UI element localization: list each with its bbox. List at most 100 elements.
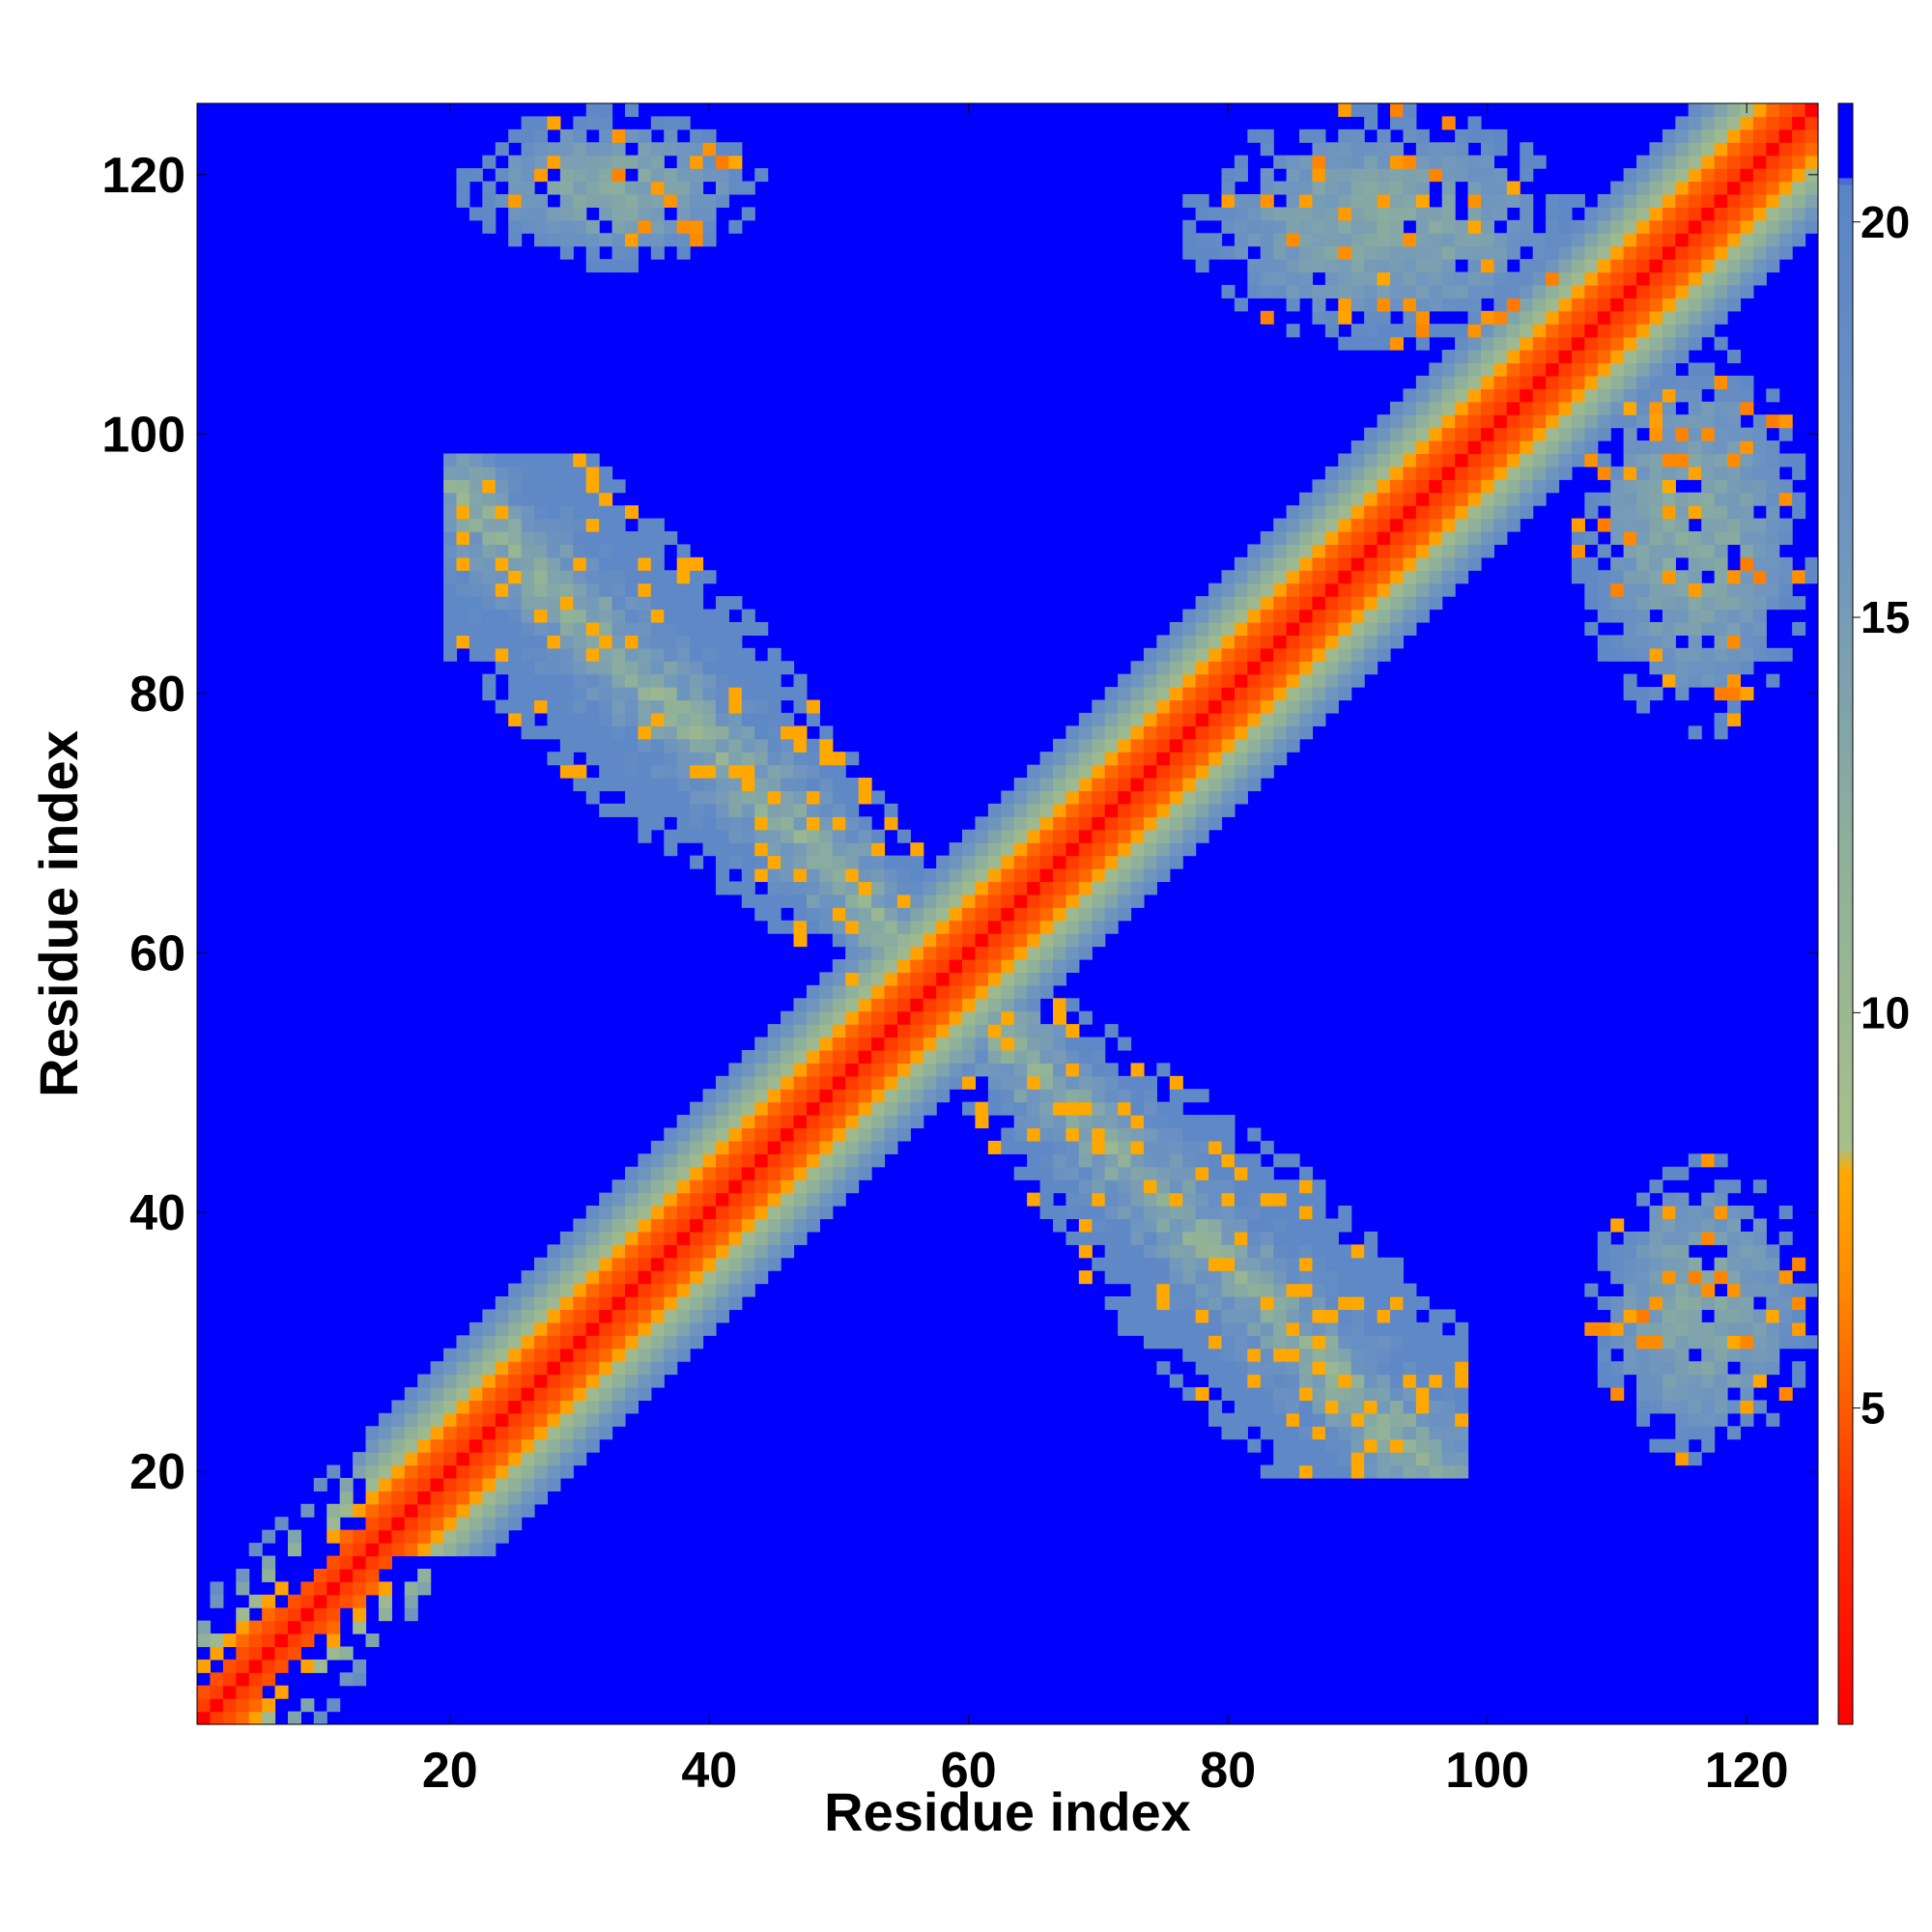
heatmap-cell bbox=[456, 621, 470, 636]
heatmap-cell bbox=[1701, 1400, 1716, 1414]
heatmap-cell bbox=[1221, 1374, 1236, 1388]
heatmap-cell bbox=[1610, 1335, 1625, 1350]
heatmap-cell bbox=[469, 518, 483, 532]
heatmap-cell bbox=[1104, 868, 1119, 883]
heatmap-cell bbox=[858, 894, 872, 908]
heatmap-cell bbox=[1182, 621, 1197, 636]
heatmap-cell bbox=[1675, 492, 1690, 506]
heatmap-cell bbox=[1078, 920, 1093, 934]
heatmap-cell bbox=[949, 1075, 963, 1090]
colorbar-segment bbox=[1838, 150, 1853, 158]
heatmap-cell bbox=[896, 894, 911, 908]
heatmap-cell bbox=[741, 1115, 755, 1129]
heatmap-cell bbox=[1610, 609, 1625, 623]
heatmap-cell bbox=[508, 1517, 523, 1531]
colorbar-segment bbox=[1838, 967, 1853, 976]
heatmap-cell bbox=[638, 790, 652, 805]
heatmap-cell bbox=[1052, 1024, 1066, 1038]
heatmap-cell bbox=[754, 790, 769, 805]
heatmap-cell bbox=[1623, 635, 1637, 649]
heatmap-cell bbox=[1752, 556, 1767, 571]
heatmap-cell bbox=[1623, 687, 1637, 701]
heatmap-cell bbox=[1636, 609, 1651, 623]
colorbar-segment bbox=[1838, 582, 1853, 590]
heatmap-cell bbox=[1260, 1179, 1274, 1194]
colorbar-segment bbox=[1838, 974, 1853, 982]
heatmap-cell bbox=[1610, 556, 1625, 571]
heatmap-cell bbox=[1350, 609, 1365, 623]
heatmap-cell bbox=[1792, 621, 1806, 636]
heatmap-cell bbox=[715, 790, 729, 805]
heatmap-cell bbox=[1350, 1283, 1365, 1297]
heatmap-cell bbox=[741, 699, 755, 714]
heatmap-cell bbox=[1312, 1412, 1326, 1427]
heatmap-cell bbox=[1364, 1335, 1378, 1350]
heatmap-cell bbox=[702, 1179, 717, 1194]
heatmap-cell bbox=[482, 453, 497, 468]
heatmap-cell bbox=[1441, 1348, 1456, 1362]
heatmap-cell bbox=[482, 544, 497, 558]
heatmap-cell bbox=[469, 207, 483, 221]
heatmap-cell bbox=[1740, 155, 1754, 169]
heatmap-cell bbox=[1520, 401, 1534, 415]
heatmap-cell bbox=[1623, 388, 1637, 403]
heatmap-cell bbox=[1221, 752, 1236, 766]
heatmap-cell bbox=[1662, 621, 1676, 636]
heatmap-cell bbox=[1778, 193, 1793, 208]
colorbar-segment bbox=[1838, 1447, 1853, 1455]
heatmap-cell bbox=[1662, 1283, 1676, 1297]
heatmap-cell bbox=[1571, 414, 1585, 429]
heatmap-cell bbox=[559, 453, 574, 468]
heatmap-cell bbox=[728, 816, 743, 831]
heatmap-cell bbox=[573, 1412, 587, 1427]
heatmap-cell bbox=[1001, 842, 1015, 857]
heatmap-cell bbox=[1052, 1049, 1066, 1064]
heatmap-cell bbox=[1649, 142, 1663, 156]
heatmap-cell bbox=[1118, 1231, 1132, 1245]
colorbar-segment bbox=[1838, 1535, 1853, 1543]
heatmap-cell bbox=[1467, 233, 1482, 247]
heatmap-cell bbox=[1701, 168, 1716, 183]
heatmap-cell bbox=[521, 1374, 535, 1388]
heatmap-cell bbox=[1273, 1426, 1288, 1440]
heatmap-cell bbox=[1169, 712, 1183, 726]
heatmap-cell bbox=[1208, 725, 1223, 740]
heatmap-cell bbox=[987, 1089, 1002, 1103]
heatmap-cell bbox=[1234, 699, 1248, 714]
heatmap-cell bbox=[1299, 505, 1314, 520]
heatmap-cell bbox=[1649, 284, 1663, 298]
heatmap-cell bbox=[715, 1244, 729, 1259]
heatmap-cell bbox=[715, 142, 729, 156]
heatmap-cell bbox=[1299, 530, 1314, 546]
heatmap-cell bbox=[1299, 647, 1314, 662]
heatmap-cell bbox=[1377, 609, 1391, 623]
heatmap-cell bbox=[1299, 1257, 1314, 1271]
heatmap-cell bbox=[1065, 907, 1080, 922]
heatmap-cell bbox=[754, 803, 769, 817]
heatmap-cell bbox=[1415, 1452, 1430, 1466]
heatmap-cell bbox=[728, 725, 743, 740]
heatmap-cell bbox=[1039, 1063, 1054, 1077]
heatmap-cell bbox=[1636, 362, 1651, 377]
heatmap-cell bbox=[638, 738, 652, 753]
heatmap-cell bbox=[1039, 933, 1054, 948]
heatmap-cell bbox=[650, 1166, 665, 1180]
heatmap-cell bbox=[962, 1101, 977, 1116]
heatmap-cell bbox=[690, 207, 704, 221]
heatmap-cell bbox=[1546, 375, 1560, 389]
heatmap-cell bbox=[391, 1400, 406, 1414]
heatmap-cell bbox=[858, 1115, 872, 1129]
heatmap-cell bbox=[832, 1179, 846, 1194]
heatmap-cell bbox=[1156, 1115, 1171, 1129]
colorbar-segment bbox=[1838, 1461, 1853, 1468]
heatmap-cell bbox=[1675, 1270, 1690, 1285]
heatmap-cell bbox=[1247, 1412, 1262, 1427]
heatmap-cell bbox=[1390, 609, 1405, 623]
heatmap-cell bbox=[884, 1063, 898, 1077]
heatmap-cell bbox=[1415, 596, 1430, 611]
heatmap-cell bbox=[1506, 298, 1520, 312]
heatmap-cell bbox=[1260, 1244, 1274, 1259]
heatmap-cell bbox=[793, 725, 808, 740]
heatmap-cell bbox=[559, 712, 574, 726]
heatmap-cell bbox=[1364, 1400, 1378, 1414]
